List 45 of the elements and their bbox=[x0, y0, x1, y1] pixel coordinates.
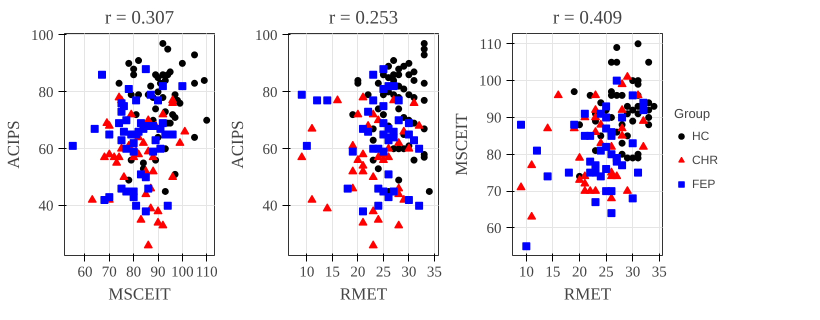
y-tick-label: 40 bbox=[38, 198, 54, 215]
x-tick-label: 30 bbox=[625, 264, 640, 280]
y-tick-label: 60 bbox=[262, 142, 278, 158]
y-tick-label: 40 bbox=[262, 198, 278, 215]
y-tick-label: 80 bbox=[262, 84, 278, 101]
x-tick-label: 15 bbox=[324, 264, 340, 280]
legend-label: HC bbox=[692, 129, 710, 143]
x-tick-label: 30 bbox=[401, 264, 416, 280]
y-axis-title: ACIPS bbox=[4, 120, 23, 169]
y-tick-label: 70 bbox=[486, 184, 502, 200]
x-tick-label: 80 bbox=[126, 264, 142, 280]
legend-label: FEP bbox=[692, 177, 716, 191]
x-tick-label: 25 bbox=[598, 264, 614, 280]
x-tick-label: 20 bbox=[572, 264, 588, 280]
x-tick-label: 15 bbox=[545, 264, 560, 280]
chart-title: r = 0.409 bbox=[552, 8, 622, 28]
legend-title: Group bbox=[674, 106, 712, 121]
y-axis-title: ACIPS bbox=[228, 120, 247, 169]
y-tick-label: 80 bbox=[38, 84, 54, 101]
y-tick-label: 100 bbox=[479, 74, 502, 90]
x-tick-label: 35 bbox=[426, 264, 442, 280]
x-axis-title: RMET bbox=[340, 284, 388, 304]
x-tick-label: 25 bbox=[376, 264, 391, 280]
chart-title: r = 0.307 bbox=[104, 8, 174, 28]
chart-title: r = 0.253 bbox=[328, 8, 398, 28]
x-tick-label: 110 bbox=[196, 264, 218, 280]
y-tick-label: 80 bbox=[486, 147, 502, 164]
x-tick-label: 90 bbox=[150, 264, 166, 280]
x-tick-label: 60 bbox=[77, 264, 92, 280]
x-tick-label: 20 bbox=[350, 264, 366, 280]
x-tick-label: 35 bbox=[652, 264, 667, 280]
y-tick-label: 60 bbox=[486, 220, 502, 237]
y-tick-label: 100 bbox=[255, 28, 278, 44]
x-tick-label: 70 bbox=[102, 264, 117, 280]
x-axis-title: RMET bbox=[564, 284, 612, 304]
x-axis-title: MSCEIT bbox=[108, 284, 172, 304]
x-tick-label: 100 bbox=[171, 264, 194, 280]
y-tick-label: 110 bbox=[480, 36, 502, 53]
x-tick-label: 10 bbox=[299, 264, 314, 280]
y-tick-label: 100 bbox=[31, 28, 54, 44]
y-tick-label: 60 bbox=[38, 142, 54, 158]
y-axis-title: MSCEIT bbox=[452, 112, 471, 176]
y-tick-label: 90 bbox=[486, 110, 502, 126]
x-tick-label: 10 bbox=[518, 264, 534, 280]
legend-label: CHR bbox=[692, 153, 718, 167]
